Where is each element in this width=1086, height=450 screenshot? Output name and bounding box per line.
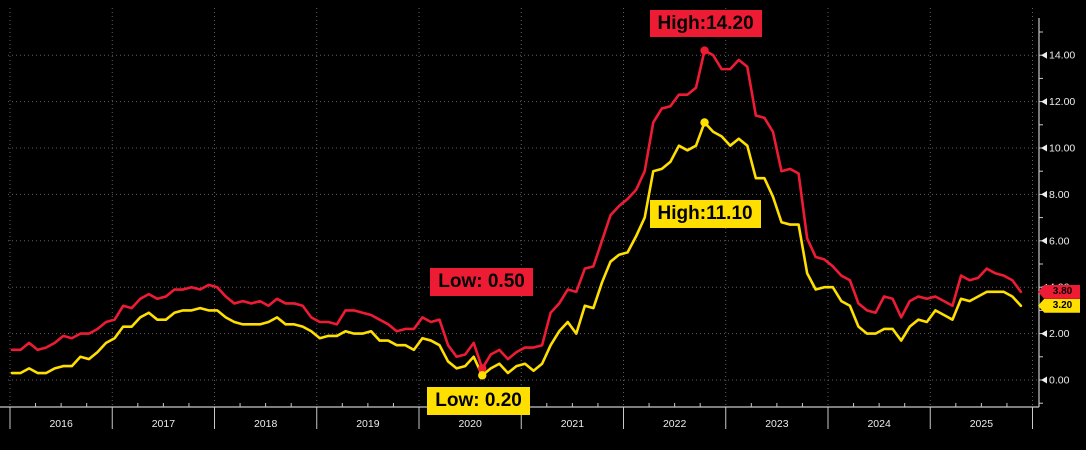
svg-text:10.00: 10.00 xyxy=(1049,143,1075,155)
svg-text:2022: 2022 xyxy=(663,418,687,430)
svg-text:8.00: 8.00 xyxy=(1049,189,1070,201)
annotation-high-red: High:14.20 xyxy=(649,9,762,38)
svg-text:2.00: 2.00 xyxy=(1049,328,1070,340)
svg-text:2020: 2020 xyxy=(458,418,482,430)
annotation-high-yellow: High:11.10 xyxy=(649,200,761,229)
svg-text:2016: 2016 xyxy=(49,418,73,430)
svg-text:14.00: 14.00 xyxy=(1049,50,1075,62)
last-price-badge-red: 3.80 xyxy=(1038,284,1080,299)
svg-text:0.00: 0.00 xyxy=(1049,375,1070,387)
svg-text:2025: 2025 xyxy=(970,418,994,430)
svg-text:2018: 2018 xyxy=(254,418,278,430)
svg-text:2023: 2023 xyxy=(765,418,789,430)
annotation-low-red: Low: 0.50 xyxy=(430,268,533,297)
last-price-badge-yellow: 3.20 xyxy=(1038,298,1080,313)
annotation-low-yellow: Low: 0.20 xyxy=(427,387,530,416)
svg-text:12.00: 12.00 xyxy=(1049,96,1075,108)
svg-text:6.00: 6.00 xyxy=(1049,235,1070,247)
svg-text:2017: 2017 xyxy=(152,418,176,430)
svg-text:2019: 2019 xyxy=(356,418,380,430)
svg-text:2021: 2021 xyxy=(561,418,585,430)
svg-text:2024: 2024 xyxy=(867,418,891,430)
